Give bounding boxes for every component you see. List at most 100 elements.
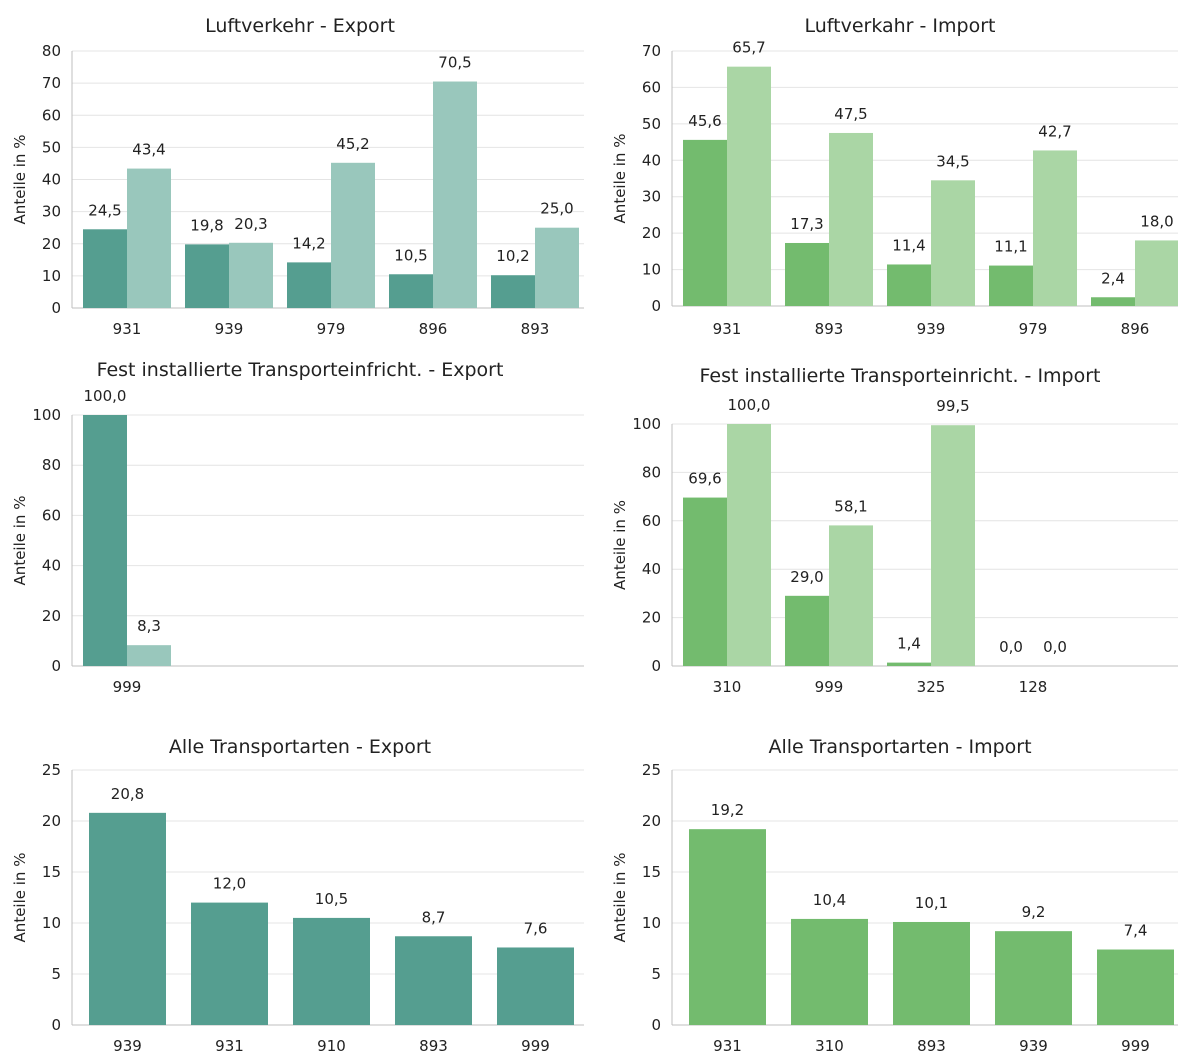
data-label: 10,5 — [315, 890, 348, 908]
y-tick-label: 60 — [42, 506, 61, 524]
x-tick-label: 939 — [215, 320, 244, 338]
chart-title: Fest installierte Transporteinricht. - I… — [699, 365, 1100, 387]
y-tick-label: 20 — [42, 235, 61, 253]
y-tick-label: 60 — [42, 106, 61, 124]
data-label: 8,7 — [422, 908, 446, 926]
y-tick-label: 5 — [51, 965, 61, 983]
x-tick-label: 931 — [113, 320, 142, 338]
x-tick-label: 979 — [1019, 320, 1048, 338]
data-label: 7,4 — [1124, 922, 1148, 940]
bar-939-s2 — [229, 242, 273, 308]
x-tick-label: 893 — [521, 320, 550, 338]
bar-939-s1 — [185, 244, 229, 308]
x-tick-label: 896 — [1121, 320, 1150, 338]
y-tick-label: 0 — [651, 657, 661, 675]
x-tick-label: 893 — [917, 1037, 946, 1055]
data-label: 10,2 — [496, 247, 529, 265]
data-label: 20,8 — [111, 785, 144, 803]
y-tick-label: 70 — [42, 74, 61, 92]
x-tick-label: 999 — [113, 678, 142, 696]
data-label: 17,3 — [790, 215, 823, 233]
bar-896-s2 — [1135, 240, 1178, 306]
bar-931-s1 — [83, 229, 127, 308]
x-tick-label: 893 — [815, 320, 844, 338]
y-tick-label: 0 — [651, 1016, 661, 1034]
y-tick-label: 40 — [42, 171, 61, 189]
data-label: 25,0 — [540, 200, 573, 218]
y-tick-label: 80 — [642, 463, 661, 481]
x-tick-label: 310 — [815, 1037, 844, 1055]
y-tick-label: 0 — [651, 297, 661, 315]
chart-title: Fest installierte Transporteinfricht. - … — [97, 359, 504, 381]
x-tick-label: 939 — [1019, 1037, 1048, 1055]
data-label: 14,2 — [292, 234, 325, 252]
x-tick-label: 931 — [215, 1037, 244, 1055]
data-label: 100,0 — [728, 396, 771, 414]
x-tick-label: 931 — [713, 320, 742, 338]
y-tick-label: 10 — [642, 261, 661, 279]
data-label: 45,2 — [336, 135, 369, 153]
bar-931-s2 — [727, 66, 771, 307]
chart-title: Alle Transportarten - Import — [768, 736, 1031, 758]
data-label: 1,4 — [897, 635, 921, 653]
x-tick-label: 128 — [1019, 678, 1048, 696]
bar-979-s1 — [287, 262, 331, 308]
y-tick-label: 60 — [642, 78, 661, 96]
data-label: 18,0 — [1140, 212, 1173, 230]
chart-luft-export: Luftverkehr - Export 0 10 20 30 40 50 60 70 80 Ant… — [11, 15, 584, 338]
y-axis-label: Anteile in % — [611, 500, 629, 590]
data-label: 20,3 — [234, 215, 267, 233]
data-label: 65,7 — [732, 39, 765, 57]
y-tick-label: 100 — [32, 406, 61, 424]
data-label: 12,0 — [213, 875, 246, 893]
bar-999-s1 — [1097, 949, 1174, 1025]
data-label: 29,0 — [790, 568, 823, 586]
x-tick-label: 893 — [419, 1037, 448, 1055]
bar-325-s1 — [887, 662, 931, 666]
y-tick-label: 20 — [642, 224, 661, 242]
y-tick-label: 60 — [642, 512, 661, 530]
bar-310-s1 — [791, 918, 868, 1025]
bar-939-s1 — [887, 264, 931, 306]
data-label: 7,6 — [524, 919, 548, 937]
bar-896-s1 — [1091, 297, 1135, 306]
chart-alle-import: Alle Transportarten - Import 0 5 10 15 20 25 An… — [611, 736, 1178, 1055]
y-tick-label: 10 — [642, 914, 661, 932]
y-tick-label: 25 — [42, 761, 61, 779]
data-label: 47,5 — [834, 105, 867, 123]
y-tick-label: 40 — [42, 557, 61, 575]
data-label: 45,6 — [688, 112, 721, 130]
bar-310-s1 — [683, 497, 727, 666]
y-tick-label: 100 — [632, 415, 661, 433]
data-label: 10,1 — [915, 894, 948, 912]
y-tick-label: 10 — [42, 914, 61, 932]
y-tick-label: 15 — [42, 863, 61, 881]
bar-939-s1 — [89, 812, 166, 1025]
chart-title: Luftverkahr - Import — [804, 15, 995, 37]
x-tick-label: 939 — [917, 320, 946, 338]
data-label: 19,8 — [190, 216, 223, 234]
x-tick-label: 896 — [419, 320, 448, 338]
y-tick-label: 20 — [42, 607, 61, 625]
data-label: 42,7 — [1038, 122, 1071, 140]
y-tick-label: 20 — [642, 609, 661, 627]
bar-999-s1 — [83, 415, 127, 666]
chart-luft-import: Luftverkahr - Import 0 10 20 30 40 50 60 70 Antei… — [611, 15, 1178, 338]
y-tick-label: 5 — [651, 965, 661, 983]
data-label: 34,5 — [936, 152, 969, 170]
bar-931-s1 — [683, 139, 727, 306]
data-label: 8,3 — [137, 617, 161, 635]
bar-979-s2 — [331, 162, 375, 308]
x-tick-label: 999 — [521, 1037, 550, 1055]
y-tick-label: 0 — [51, 1016, 61, 1034]
data-label: 100,0 — [84, 387, 127, 405]
chart-fest-import: Fest installierte Transporteinricht. - I… — [611, 365, 1178, 696]
y-tick-label: 80 — [42, 456, 61, 474]
chart-alle-export: Alle Transportarten - Export 0 5 10 15 20 25 An… — [11, 736, 584, 1055]
bar-893-s1 — [491, 275, 535, 308]
chart-title: Alle Transportarten - Export — [169, 736, 431, 758]
data-label: 9,2 — [1022, 903, 1046, 921]
y-axis-label: Anteile in % — [11, 135, 29, 225]
y-tick-label: 30 — [642, 188, 661, 206]
x-tick-label: 931 — [713, 1037, 742, 1055]
